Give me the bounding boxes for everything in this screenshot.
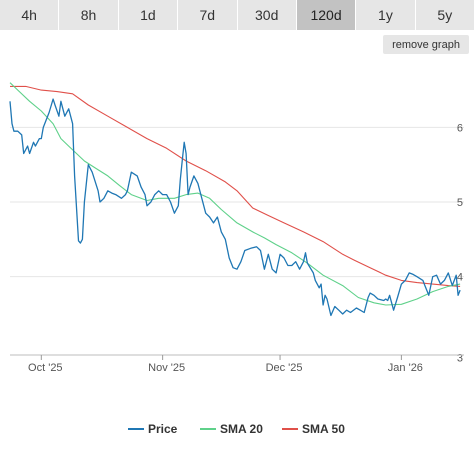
x-tick-label: Nov '25: [148, 362, 185, 374]
y-tick-label: 4: [457, 272, 463, 284]
series-lines: [9, 82, 461, 317]
series-line-sma-20: [9, 82, 461, 306]
grid-lines: [10, 126, 464, 278]
y-axis: 3 4 5 6: [457, 122, 463, 364]
y-tick-label: 5: [457, 197, 463, 209]
tab-7d[interactable]: 7d: [178, 0, 238, 30]
timeframe-tabs: 4h 8h 1d 7d 30d 120d 1y 5y: [0, 0, 474, 30]
tab-30d[interactable]: 30d: [237, 0, 297, 30]
tab-4h[interactable]: 4h: [0, 0, 60, 30]
price-chart: 3 4 5 6 Oct '25 Nov '25 Dec '25 Jan '26 Price S…: [9, 82, 464, 436]
legend-label[interactable]: SMA 20: [220, 422, 263, 436]
y-tick-label: 6: [457, 122, 463, 134]
tab-1y[interactable]: 1y: [356, 0, 416, 30]
tab-8h[interactable]: 8h: [59, 0, 119, 30]
legend-label[interactable]: SMA 50: [302, 422, 345, 436]
x-tick-label: Oct '25: [28, 362, 63, 374]
y-tick-label: 3: [457, 352, 463, 364]
tab-120d[interactable]: 120d: [296, 0, 357, 30]
series-line-sma-50: [10, 85, 461, 287]
x-tick-label: Dec '25: [266, 362, 303, 374]
x-tick-label: Jan '26: [388, 362, 423, 374]
tab-5y[interactable]: 5y: [415, 0, 474, 30]
remove-graph-button[interactable]: remove graph: [383, 35, 469, 54]
tab-1d[interactable]: 1d: [118, 0, 179, 30]
legend: Price SMA 20 SMA 50: [128, 422, 345, 436]
x-axis: Oct '25 Nov '25 Dec '25 Jan '26: [10, 354, 464, 374]
series-line-price: [9, 98, 461, 317]
legend-label[interactable]: Price: [148, 422, 178, 436]
